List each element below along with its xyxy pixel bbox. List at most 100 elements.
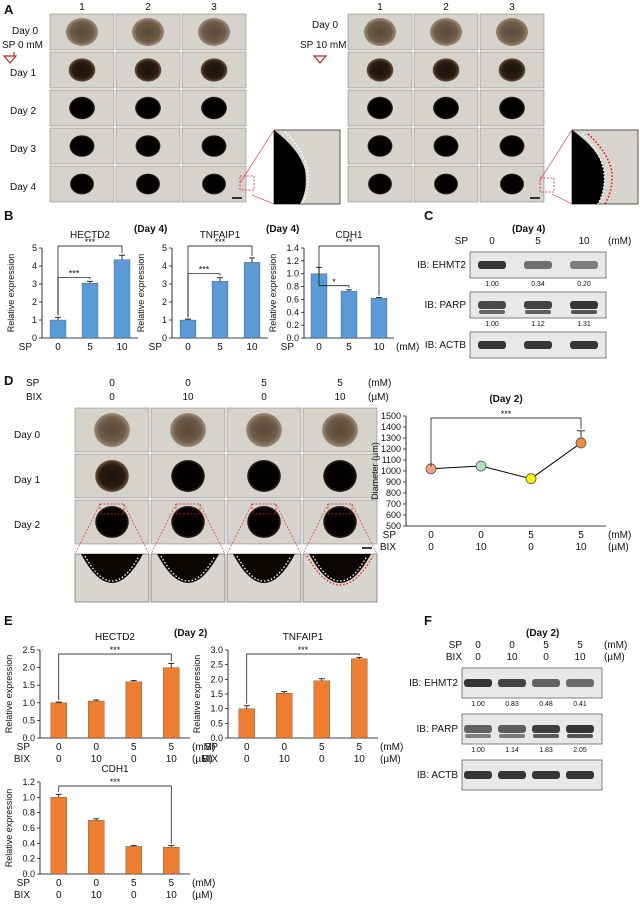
x-tick-label: 0 (478, 530, 484, 541)
panel-E-day-label: (Day 2) (174, 628, 207, 639)
bar-1 (88, 700, 105, 739)
x-row-unit-1: (µM) (380, 754, 401, 765)
significance-label-0: *** (501, 409, 512, 419)
panel-D-bix-3: 10 (334, 392, 346, 403)
y-tick-label: 5 (32, 243, 37, 253)
blot-value-1-2: 1.31 (577, 321, 591, 328)
y-tick-label: 2.5 (210, 660, 223, 670)
panel-A-left-day4: Day 4 (10, 182, 37, 193)
panel-A-right-tile-r3-c0 (347, 127, 413, 165)
y-tick-label: 0.0 (22, 733, 35, 743)
panel-E-letter: E (4, 613, 13, 628)
y-tick-label: 4 (162, 261, 167, 271)
bar-1 (88, 820, 105, 875)
significance-bracket-0 (318, 265, 350, 288)
blot-band-0-0 (464, 679, 492, 687)
y-tick-label: 2.5 (22, 645, 35, 655)
x-row-unit-0: (mM) (396, 342, 419, 353)
blot-band-0-2 (532, 679, 560, 687)
bar-2 (113, 259, 131, 339)
panel-D-sp-2: 5 (261, 378, 267, 389)
panel-D-day0: Day 0 (14, 430, 41, 441)
panel-D-treatment-header: SP BIX 0 0 5 5 0 10 0 10 (mM) (µM) (26, 378, 391, 403)
panel-A-column-numbers: 1 2 3 1 2 3 (79, 2, 515, 13)
panel-A-right-tile-r1-c1 (413, 51, 479, 89)
significance-bracket-0 (58, 785, 172, 844)
y-tick-label: 700 (386, 499, 401, 509)
bar-1 (340, 290, 358, 339)
panel-F-sp-label: SP (449, 640, 463, 651)
bar-3 (351, 658, 368, 739)
blot-band-lower-1-0 (465, 734, 491, 738)
panel-D-sp-unit: (mM) (368, 378, 391, 389)
panel-F-sp-1: 0 (509, 640, 515, 651)
y-tick-label: 3.0 (210, 645, 223, 655)
blot-label-0: IB: EHMT2 (409, 678, 458, 689)
chart-title: (Day 2) (489, 394, 522, 405)
x-tick-label: 10 (279, 754, 291, 765)
panel-D-tile-r0-c1 (150, 407, 226, 453)
y-tick-label: 1.0 (22, 698, 35, 708)
y-tick-label: 1400 (381, 422, 401, 432)
panel-D-tile-r0-c0 (74, 407, 150, 453)
y-tick-label: 1.2 (22, 777, 35, 787)
x-row-unit-1: (µM) (608, 542, 629, 553)
x-tick-label: 10 (575, 542, 587, 553)
x-row-label-0: SP (17, 742, 31, 753)
panel-D-tile-r0-c2 (226, 407, 302, 453)
y-tick-label: 1.0 (22, 792, 35, 802)
y-tick-label: 2.0 (22, 663, 35, 673)
panel-D-zoom-inset-1 (150, 503, 226, 603)
panel-C-day-label: (Day 4) (512, 224, 545, 235)
panel-A-right-tile-r4-c2 (479, 165, 545, 203)
blot-value-0-2: 0.20 (577, 281, 591, 288)
blot-value-1-0: 1.00 (485, 321, 499, 328)
y-axis-label: Diameter (µm) (370, 442, 380, 500)
y-axis-label: Relative expression (136, 254, 146, 333)
bar-2 (125, 846, 142, 875)
bar-0 (49, 319, 67, 339)
series-line (430, 442, 582, 480)
y-tick-label: 4 (32, 261, 37, 271)
panel-A-left-tile-r3-c1 (115, 127, 181, 165)
panel-D-tile-r1-c2 (226, 453, 302, 499)
chart-B-tnfaip1: TNFAIP1 0 1 2 3 4 5 Relative expression *** *** SP… (136, 230, 268, 353)
y-tick-label: 3 (32, 279, 37, 289)
significance-label-0: *** (199, 265, 210, 275)
panel-A-left-day3: Day 3 (10, 144, 37, 155)
panel-A-right-tile-r3-c2 (479, 127, 545, 165)
panel-D-bix-1: 10 (182, 392, 194, 403)
panel-C-western-blots: SP 0 5 10 (mM) IB: EHMT2 1.00 0.34 0.20 IB: PARP 1… (417, 236, 631, 359)
y-tick-label: 1.2 (286, 256, 299, 266)
panel-A-right-tile-r0-c2 (479, 13, 545, 51)
panel-A-left-col-1: 1 (79, 2, 85, 13)
panel-C-sp-label: SP (455, 236, 469, 247)
y-tick-label: 0 (32, 333, 37, 343)
x-tick-label: 0 (319, 754, 325, 765)
panel-A-right-tile-r2-c1 (413, 89, 479, 127)
y-tick-label: 0.8 (22, 808, 35, 818)
blot-band-lower-1-2 (533, 734, 559, 738)
x-row-label-0: SP (383, 530, 397, 541)
y-tick-label: 900 (386, 477, 401, 487)
panel-C-dose-0: 0 (489, 236, 495, 247)
chart-E-tnfaip1: TNFAIP1 0.0 0.5 1.0 1.5 2.0 2.5 3.0 Relative exp… (192, 632, 403, 765)
x-row-unit-0: (mM) (608, 530, 631, 541)
x-tick-label: 10 (116, 342, 128, 353)
y-axis-label: Relative expression (4, 655, 14, 734)
blot-value-0-1: 0.34 (531, 281, 545, 288)
panel-C-dose-2: 10 (578, 236, 590, 247)
x-row-label-0: SP (19, 342, 33, 353)
panel-D-sp-0: 0 (109, 378, 115, 389)
x-row-label-1: BIX (202, 754, 218, 765)
blot-label-2: IB: ACTB (425, 340, 466, 351)
x-tick-label: 10 (166, 890, 178, 901)
panel-B-day-label-2: (Day 4) (266, 224, 299, 235)
bar-2 (243, 262, 261, 339)
blot-label-2: IB: ACTB (417, 770, 458, 781)
blot-band-1-2 (570, 301, 598, 309)
x-tick-label: 10 (475, 542, 487, 553)
x-tick-label: 0 (55, 342, 61, 353)
y-tick-label: 1.4 (286, 243, 299, 253)
